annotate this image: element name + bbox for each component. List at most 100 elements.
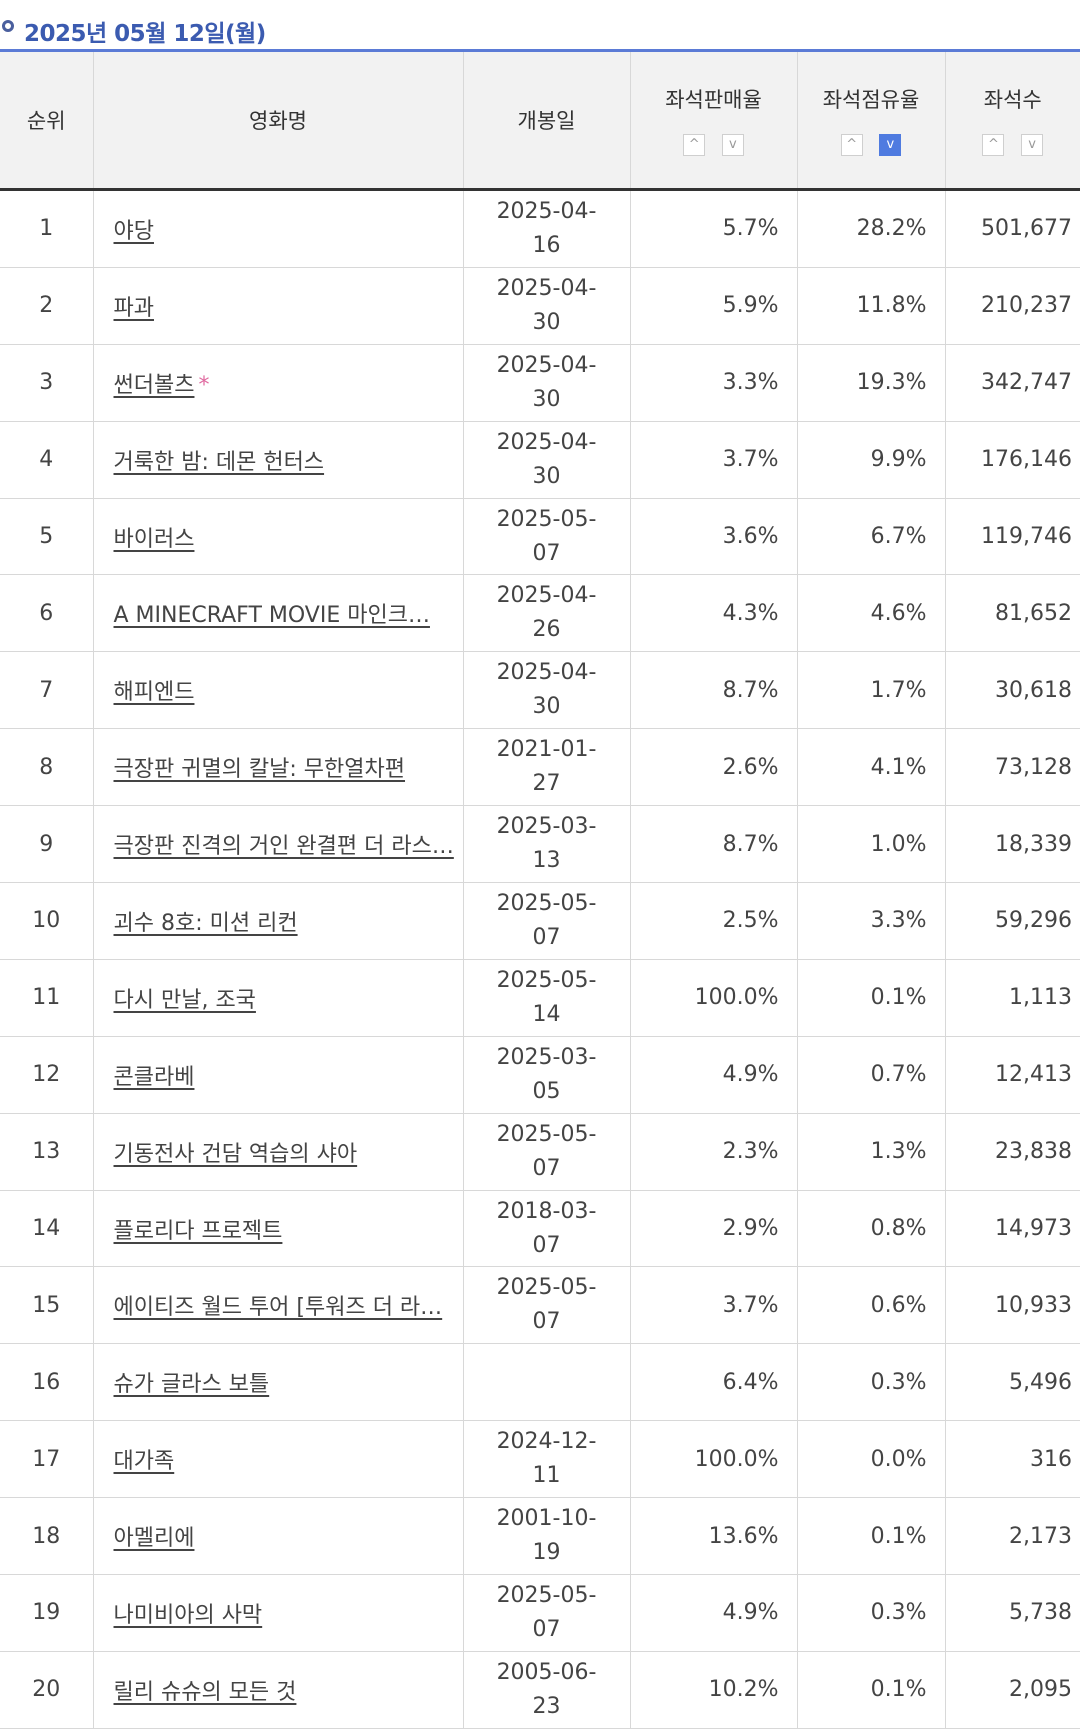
- movie-title-link[interactable]: 극장판 진격의 거인 완결편 더 라스…: [113, 834, 454, 860]
- title-cell: 릴리 슈슈의 모든 것: [92, 1651, 463, 1729]
- seat-sales-cell: 2.6%: [629, 728, 797, 807]
- seat-share-cell: 0.1%: [796, 959, 945, 1037]
- seat-share-cell: 4.1%: [796, 728, 945, 807]
- seats-cell: 12,413: [944, 1036, 1080, 1114]
- movie-title-link[interactable]: 바이러스: [113, 526, 195, 552]
- rank-cell: 5: [0, 498, 93, 576]
- seat-share-cell: 0.3%: [796, 1574, 945, 1652]
- movie-title-link[interactable]: A MINECRAFT MOVIE 마인크…: [113, 603, 430, 629]
- release-date-cell: 2025-05-07: [462, 1266, 630, 1345]
- sort-asc-icon[interactable]: ^: [982, 134, 1005, 156]
- seat-share-cell: 0.3%: [796, 1343, 945, 1422]
- release-date-cell: 2025-05-14: [462, 959, 630, 1037]
- table-row: 17 대가족 2024-12-11 100.0% 0.0% 316: [0, 1420, 1080, 1499]
- seat-sales-cell: 10.2%: [629, 1651, 797, 1729]
- sort-asc-icon[interactable]: ^: [683, 134, 706, 156]
- table-row: 13 기동전사 건담 역습의 샤아 2025-05-07 2.3% 1.3% 23,838: [0, 1113, 1080, 1191]
- movie-title-link[interactable]: 썬더볼츠: [113, 372, 195, 398]
- seats-cell: 2,173: [944, 1497, 1080, 1576]
- rank-cell: 11: [0, 959, 93, 1037]
- seats-cell: 73,128: [944, 728, 1080, 807]
- rank-cell: 16: [0, 1343, 93, 1422]
- title-cell: 썬더볼츠 *: [92, 344, 463, 422]
- title-cell: 괴수 8호: 미션 리컨: [92, 882, 463, 960]
- seats-cell: 81,652: [944, 574, 1080, 653]
- release-date-cell: 2025-05-07: [462, 1113, 630, 1191]
- rank-cell: 8: [0, 728, 93, 807]
- table-row: 2 파과 2025-04-30 5.9% 11.8% 210,237: [0, 267, 1080, 345]
- seat-share-cell: 0.1%: [796, 1651, 945, 1729]
- release-date-cell: 2005-06-23: [462, 1651, 630, 1729]
- release-date-cell: 2018-03-07: [462, 1190, 630, 1268]
- title-cell: 해피엔드: [92, 651, 463, 730]
- seat-share-cell: 0.7%: [796, 1036, 945, 1114]
- movie-title-link[interactable]: 릴리 슈슈의 모든 것: [113, 1679, 297, 1705]
- release-date-cell: 2024-12-11: [462, 1420, 630, 1499]
- release-date-cell: 2025-04-16: [462, 189, 630, 268]
- seats-cell: 210,237: [944, 267, 1080, 345]
- title-cell: 거룩한 밤: 데몬 헌터스: [92, 421, 463, 499]
- rank-cell: 4: [0, 421, 93, 499]
- release-date-cell: 2025-04-30: [462, 267, 630, 345]
- movie-title-link[interactable]: 다시 만날, 조국: [113, 987, 256, 1013]
- release-date-cell: 2025-03-05: [462, 1036, 630, 1114]
- movie-title-link[interactable]: 대가족: [113, 1449, 175, 1475]
- release-date-cell: 2025-04-30: [462, 344, 630, 422]
- seats-cell: 316: [944, 1420, 1080, 1499]
- table-row: 8 극장판 귀멸의 칼날: 무한열차편 2021-01-27 2.6% 4.1% 73,1…: [0, 728, 1080, 807]
- rank-cell: 15: [0, 1266, 93, 1345]
- release-date-cell: 2025-05-07: [462, 498, 630, 576]
- seats-cell: 18,339: [944, 805, 1080, 884]
- seat-share-cell: 11.8%: [796, 267, 945, 345]
- movie-title-link[interactable]: 에이티즈 월드 투어 [투워즈 더 라…: [113, 1295, 443, 1321]
- movie-title-link[interactable]: 야당: [113, 218, 154, 244]
- title-cell: 나미비아의 사막: [92, 1574, 463, 1652]
- title-cell: 아멜리에: [92, 1497, 463, 1576]
- release-date-cell: 2025-04-26: [462, 574, 630, 653]
- rank-cell: 14: [0, 1190, 93, 1268]
- seat-share-cell: 0.8%: [796, 1190, 945, 1268]
- movie-title-link[interactable]: 괴수 8호: 미션 리컨: [113, 910, 298, 936]
- movie-title-link[interactable]: 파과: [113, 295, 154, 321]
- movie-title-link[interactable]: 해피엔드: [113, 680, 195, 706]
- movie-title-link[interactable]: 극장판 귀멸의 칼날: 무한열차편: [113, 757, 406, 783]
- seat-sales-cell: 3.6%: [629, 498, 797, 576]
- seat-sales-cell: 3.3%: [629, 344, 797, 422]
- movie-title-link[interactable]: 거룩한 밤: 데몬 헌터스: [113, 449, 325, 475]
- table-row: 9 극장판 진격의 거인 완결편 더 라스… 2025-03-13 8.7% 1.0% 1…: [0, 805, 1080, 884]
- movie-title-link[interactable]: 플로리다 프로젝트: [113, 1218, 283, 1244]
- seat-sales-cell: 4.9%: [629, 1036, 797, 1114]
- sort-desc-icon-active[interactable]: v: [879, 134, 902, 156]
- movie-title-link[interactable]: 기동전사 건담 역습의 샤아: [113, 1141, 358, 1167]
- seat-share-cell: 3.3%: [796, 882, 945, 960]
- column-rank: 순위: [0, 52, 93, 191]
- seat-share-cell: 0.0%: [796, 1420, 945, 1499]
- seat-share-cell: 19.3%: [796, 344, 945, 422]
- seat-sales-cell: 8.7%: [629, 651, 797, 730]
- column-seat-sales: 좌석판매율 ^ v: [629, 52, 797, 191]
- release-date-cell: 2025-04-30: [462, 651, 630, 730]
- sort-desc-icon[interactable]: v: [1021, 134, 1044, 156]
- movie-title-link[interactable]: 콘클라베: [113, 1064, 195, 1090]
- movie-title-link[interactable]: 나미비아의 사막: [113, 1602, 263, 1628]
- sort-desc-icon[interactable]: v: [721, 134, 744, 156]
- movie-title-link[interactable]: 아멜리에: [113, 1526, 195, 1552]
- seat-share-cell: 1.3%: [796, 1113, 945, 1191]
- seats-cell: 5,496: [944, 1343, 1080, 1422]
- sort-asc-icon[interactable]: ^: [840, 134, 863, 156]
- seats-cell: 342,747: [944, 344, 1080, 422]
- rank-cell: 12: [0, 1036, 93, 1114]
- column-seat-share: 좌석점유율 ^ v: [796, 52, 945, 191]
- movie-title-link[interactable]: 슈가 글라스 보틀: [113, 1372, 270, 1398]
- seat-sales-cell: 2.5%: [629, 882, 797, 960]
- seat-share-cell: 28.2%: [796, 189, 945, 268]
- table-row: 3 썬더볼츠 * 2025-04-30 3.3% 19.3% 342,747: [0, 344, 1080, 422]
- rank-cell: 17: [0, 1420, 93, 1499]
- seats-cell: 501,677: [944, 189, 1080, 268]
- table-row: 20 릴리 슈슈의 모든 것 2005-06-23 10.2% 0.1% 2,095: [0, 1651, 1080, 1729]
- rank-cell: 3: [0, 344, 93, 422]
- seat-share-cell: 0.6%: [796, 1266, 945, 1345]
- table-header-row: 순위 영화명 개봉일 좌석판매율 ^ v 좌석점유율 ^ v 좌석수: [0, 52, 1080, 191]
- title-cell: 극장판 귀멸의 칼날: 무한열차편: [92, 728, 463, 807]
- seat-sales-cell: 100.0%: [629, 959, 797, 1037]
